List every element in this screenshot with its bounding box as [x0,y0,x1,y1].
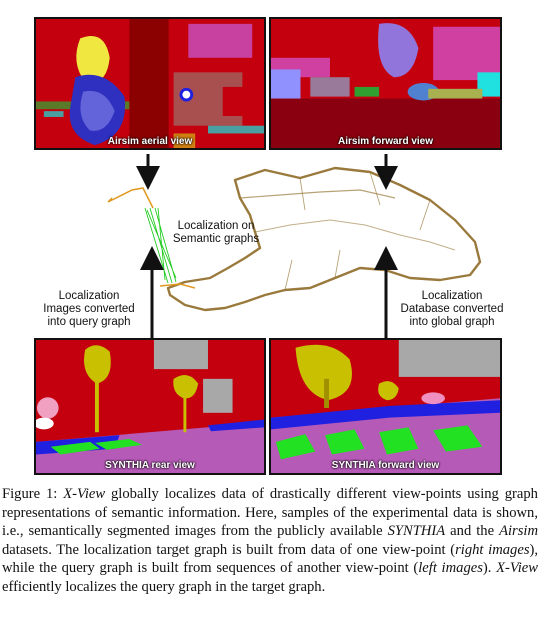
caption-part-3: datasets. The localization target graph … [2,541,456,558]
airsim-forward-view-image: Airsim forward view [269,17,502,150]
annotation-left-line-1: Localization [58,290,120,302]
rear-segmentation [36,340,264,473]
caption-airsim: Airsim [499,523,538,540]
panel-label-rear: SYNTHIA rear view [105,460,195,471]
aerial-segmentation [36,19,264,148]
synthia-forward-view-image: SYNTHIA forward view [269,338,502,475]
annotation-center-line-1: Localization on [177,220,255,232]
panel-label-aerial: Airsim aerial view [107,136,193,147]
panel-label-synthia-forward: SYNTHIA forward view [331,460,440,471]
airsim-aerial-view-image: Airsim aerial view [34,17,266,150]
caption-part-1: globally localizes data of drastically d… [2,486,538,540]
caption-part-4: ), while the query graph is built from s… [2,541,539,577]
annotation-right-line-2: Database converted [400,303,504,315]
panel-label-forward: Airsim forward view [337,136,434,147]
caption-prefix: Figure 1: [2,486,64,502]
caption-xview-2: X-View [496,560,538,577]
caption-part-5: ). [482,560,497,577]
caption-part-6: efficiently localizes the query graph in… [2,578,326,595]
annotation-left: Localization Images converted into query… [30,290,148,329]
target-graph [166,166,482,312]
annotation-right-line-3: into global graph [409,316,495,328]
annotation-left-line-2: Images converted [43,303,135,315]
annotation-right-line-1: Localization [421,290,483,302]
caption-part-2: and the [445,523,500,540]
caption-right-images: right images [455,541,530,558]
annotation-center: Localization on Semantic graphs [166,220,266,246]
caption-xview: X-View [63,486,106,502]
synthia-forward-segmentation [271,340,500,473]
annotation-center-line-2: Semantic graphs [172,233,260,245]
synthia-rear-view-image: SYNTHIA rear view [34,338,266,475]
forward-segmentation [271,19,500,148]
figure-caption: Figure 1: X-View globally localizes data… [2,485,538,597]
annotation-left-line-3: into query graph [47,316,131,328]
annotation-right: Localization Database converted into glo… [392,290,512,329]
caption-synthia: SYNTHIA [387,523,446,540]
caption-left-images: left images [418,560,483,577]
semantic-graph-visualization [107,154,482,338]
figure-1: Airsim aerial view Airsim forward view [30,17,512,475]
